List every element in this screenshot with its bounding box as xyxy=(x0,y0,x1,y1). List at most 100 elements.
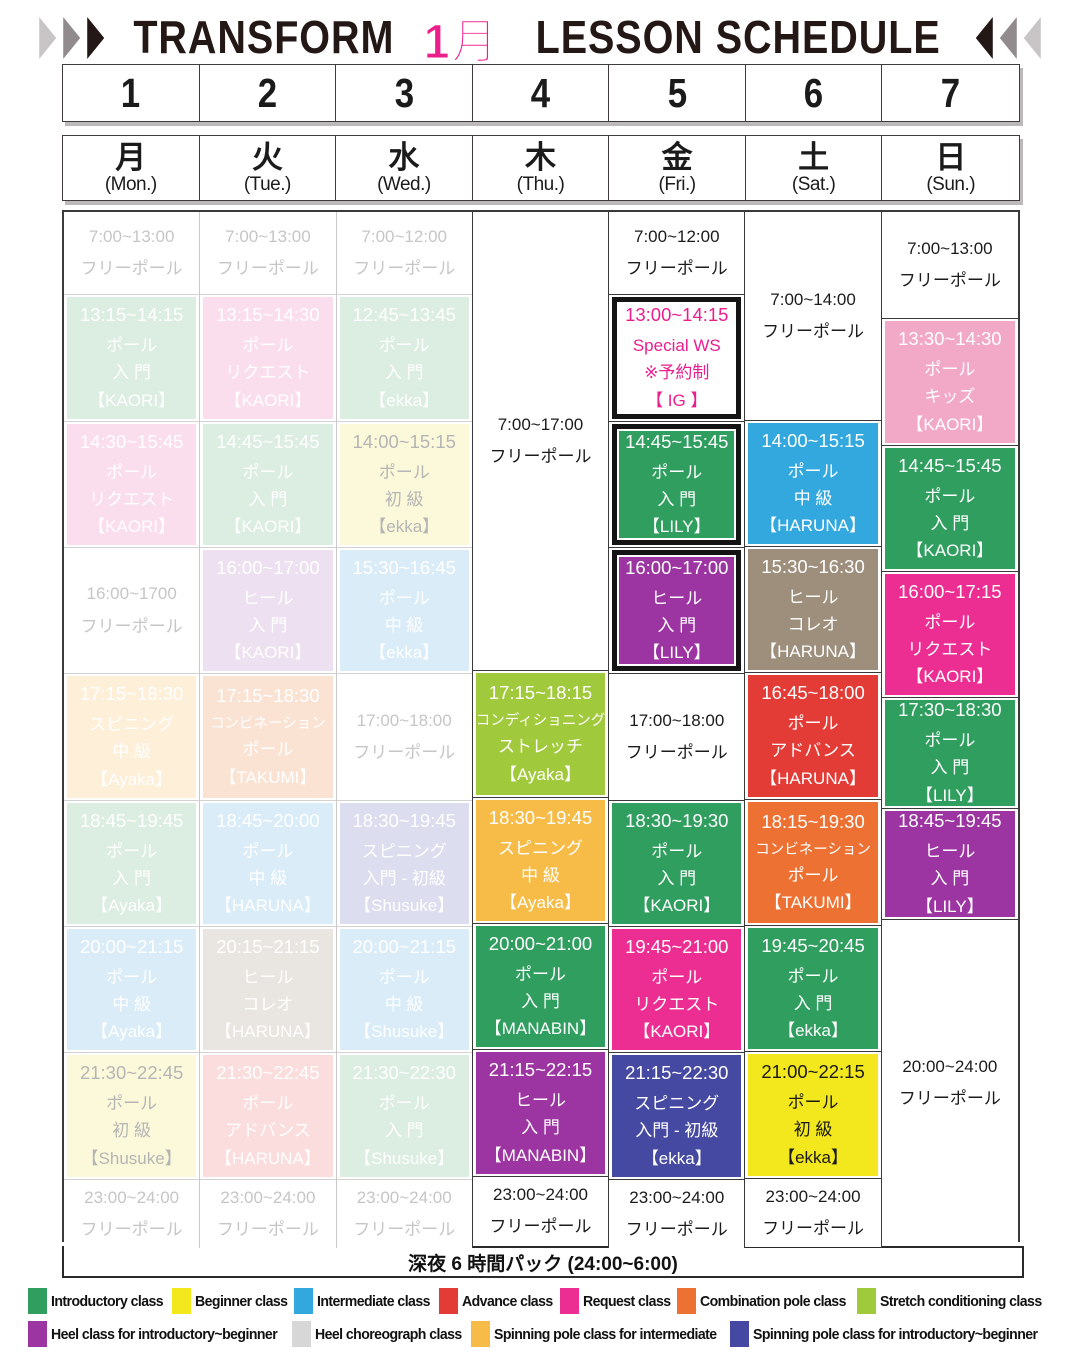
cell-text-line: フリーポール xyxy=(625,259,728,278)
cell-text-line: アドバンス xyxy=(225,1121,311,1141)
class-cell: 14:00~15:15 ポール初 級【ekka】 xyxy=(339,424,469,545)
cell-wed-5-free: 17:00~18:00 フリーポール xyxy=(336,673,472,800)
cell-text-line: ポール xyxy=(651,967,703,987)
cell-text-line: 入 門 xyxy=(930,758,970,778)
cell-text-line: スピニング xyxy=(89,715,175,735)
legend-swatch-stretch xyxy=(857,1288,876,1314)
cell-time: 17:15~18:15 xyxy=(488,682,593,704)
cell-text-line: 【ekka】 xyxy=(778,1147,849,1167)
day-kanji: 水 xyxy=(388,140,420,176)
cell-text-line: リクエスト xyxy=(89,489,175,509)
cell-sun-5-intro: 17:30~18:30 ポール入 門【LILY】 xyxy=(881,697,1018,808)
cell-text-line: 入 門 xyxy=(384,1121,424,1141)
cell-sat-8-free: 23:00~24:00 フリーポール xyxy=(745,1178,881,1247)
cell-text-line: 【ekka】 xyxy=(369,390,440,410)
day-english: (Tue.) xyxy=(243,173,291,195)
chevron-left-icon xyxy=(975,17,993,59)
date-cell-1: 1 xyxy=(63,65,200,121)
cell-text-line: スピニング xyxy=(361,841,447,861)
date-row: 1 2 3 4 5 6 7 xyxy=(62,64,1020,122)
free-pole-cell: 23:00~24:00 フリーポール xyxy=(745,1179,881,1247)
cell-time: 16:00~17:00 xyxy=(625,556,729,578)
free-pole-cell: 7:00~13:00 フリーポール xyxy=(881,212,1018,318)
cell-text-line: フリーポール xyxy=(489,447,592,466)
cell-text-line: 【LILY】 xyxy=(642,643,711,662)
page-title: TRANSFORM 1月 LESSON SCHEDULE xyxy=(0,12,1080,69)
cell-text-line: 【KAORI】 xyxy=(906,541,994,560)
cell-wed-9-free: 23:00~24:00 フリーポール xyxy=(336,1179,472,1248)
legend-label: Combination pole class xyxy=(700,1292,847,1310)
cell-text-line: 【 IG 】 xyxy=(646,390,708,410)
cell-text-line: ポール xyxy=(924,612,976,632)
cell-time: 7:00~17:00 xyxy=(497,414,584,434)
legend-item-request: Request class xyxy=(559,1288,676,1314)
cell-text-line: 中 級 xyxy=(112,742,151,762)
cell-text-line: 入 門 xyxy=(930,513,970,533)
cell-text-line: ポール xyxy=(787,865,839,885)
cell-tue-8-advance: 21:30~22:45 ポール アドバンス 【HARUNA】 xyxy=(200,1052,336,1179)
cell-text-line: 入 門 xyxy=(521,991,560,1011)
cell-text-line: 【TAKUMI】 xyxy=(219,767,317,787)
class-cell: 15:30~16:45 ポール中 級【ekka】 xyxy=(339,550,469,671)
late-night-label: 深夜 6 時間パック (24:00~6:00) xyxy=(408,1253,678,1275)
cell-text-line: フリーポール xyxy=(216,259,319,278)
cell-time: 14:30~15:45 xyxy=(79,430,184,452)
cell-text-line: 【KAORI】 xyxy=(224,643,312,662)
class-cell: 18:45~19:45 ヒール入 門【LILY】 xyxy=(884,811,1015,917)
class-cell: 14:45~15:45 ポール入 門【LILY】 xyxy=(612,424,742,545)
cell-text-line: ポール xyxy=(378,1094,430,1114)
day-cell-tue: 火 (Tue.) xyxy=(200,136,337,200)
day-cell-fri: 金 (Fri.) xyxy=(609,136,746,200)
cell-fri-3-intro: 14:45~15:45 ポール入 門【LILY】 xyxy=(609,421,745,547)
cell-text-line: コンディショニング xyxy=(475,713,606,730)
class-cell: 12:45~13:45 ポール入 門【ekka】 xyxy=(339,297,469,419)
cell-text-line: ポール xyxy=(106,336,158,356)
cell-text-line: 入 門 xyxy=(657,489,697,509)
cell-text-line: フリーポール xyxy=(898,271,1001,290)
legend-label: Intermediate class xyxy=(317,1292,431,1310)
schedule-grid: 7:00~13:00 フリーポール 13:15~14:15 ポール入 門【KAORI】… xyxy=(62,210,1020,1248)
cell-text-line: ポール xyxy=(242,1094,294,1114)
cell-text-line: 【HARUNA】 xyxy=(760,768,866,788)
cell-time: 21:30~22:30 xyxy=(352,1062,456,1084)
cell-text-line: 【ekka】 xyxy=(369,517,440,536)
cell-time: 18:30~19:45 xyxy=(488,806,593,828)
cell-time: 20:00~21:15 xyxy=(79,935,184,957)
cell-sat-5-combination: 18:15~19:30 コンビネーション ポール 【TAKUMI】 xyxy=(745,799,881,925)
cell-text-line: ポール xyxy=(242,336,294,356)
cell-time: 16:00~17:00 xyxy=(216,556,320,578)
legend-item-combination: Combination pole class xyxy=(677,1288,855,1314)
cell-text-line: アドバンス xyxy=(770,741,856,761)
cell-time: 19:45~20:45 xyxy=(761,934,865,956)
cell-text-line: リクエスト xyxy=(634,994,720,1014)
date-number: 2 xyxy=(257,69,278,116)
cell-wed-2-intro: 12:45~13:45 ポール入 門【ekka】 xyxy=(336,294,472,421)
day-cell-mon: 月 (Mon.) xyxy=(63,136,200,200)
cell-time: 17:00~18:00 xyxy=(356,710,452,730)
free-pole-cell: 23:00~24:00 フリーポール xyxy=(472,1177,609,1245)
cell-time: 7:00~12:00 xyxy=(361,226,447,246)
day-kanji: 日 xyxy=(935,140,967,176)
date-cell-6: 6 xyxy=(746,65,883,121)
class-cell: 16:00~17:00 ヒール入 門【KAORI】 xyxy=(203,550,333,671)
day-english: (Mon.) xyxy=(104,173,157,195)
class-cell: 18:30~19:45 スピニング 入門 - 初級 【Shusuke】 xyxy=(339,803,469,924)
cell-time: 14:45~15:45 xyxy=(216,430,320,452)
cell-text-line: Special WS xyxy=(632,336,721,356)
cell-fri-5-free: 17:00~18:00 フリーポール xyxy=(609,673,745,800)
chevrons-right xyxy=(975,17,1041,59)
cell-thu-6-free: 23:00~24:00 フリーポール xyxy=(472,1176,609,1245)
cell-time: 21:00~22:15 xyxy=(761,1061,865,1083)
day-cell-thu: 木 (Thu.) xyxy=(473,136,610,200)
free-pole-cell: 23:00~24:00 フリーポール xyxy=(200,1180,336,1248)
class-cell: 18:30~19:30 ポール入 門【KAORI】 xyxy=(612,803,742,924)
cell-text-line: 【TAKUMI】 xyxy=(764,893,862,912)
class-cell: 21:15~22:15 ヒール入 門【MANABIN】 xyxy=(475,1052,606,1174)
cell-text-line: ポール xyxy=(924,486,976,506)
class-cell: 18:45~20:00 ポール中 級【HARUNA】 xyxy=(203,803,333,924)
cell-text-line: ポール xyxy=(242,740,294,760)
cell-text-line: 入 門 xyxy=(521,1118,560,1138)
cell-mon-4-free: 16:00~1700 フリーポール xyxy=(64,547,200,673)
chevron-right-icon xyxy=(87,17,105,59)
cell-text-line: フリーポール xyxy=(80,1220,183,1239)
